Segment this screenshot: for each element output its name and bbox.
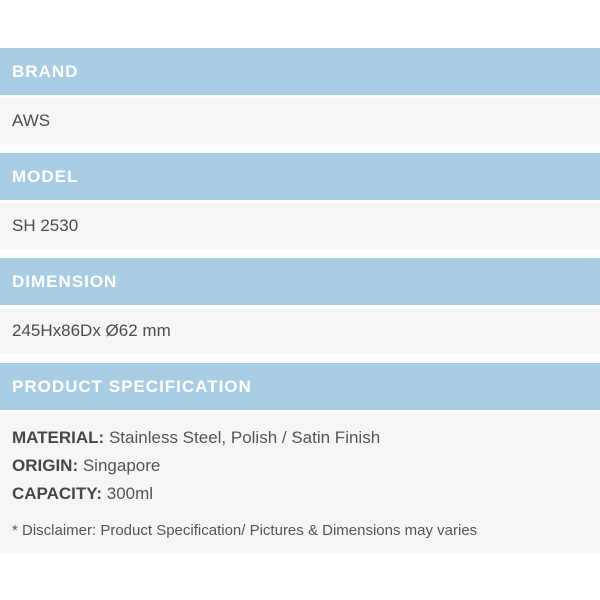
material-label: MATERIAL: <box>12 428 105 447</box>
capacity-label: CAPACITY: <box>12 484 103 503</box>
product-specification-section: PRODUCT SPECIFICATION MATERIAL: Stainles… <box>0 363 600 553</box>
material-value: Stainless Steel, Polish / Satin Finish <box>108 428 381 447</box>
model-value-row: SH 2530 <box>0 203 600 249</box>
product-specification-section-header: PRODUCT SPECIFICATION <box>0 363 600 410</box>
brand-value: AWS <box>12 111 51 130</box>
dimension-value: 245Hx86Dx Ø62 mm <box>12 321 171 340</box>
origin-label: ORIGIN: <box>12 456 79 475</box>
spec-row-material: MATERIAL: Stainless Steel, Polish / Sati… <box>12 424 588 452</box>
spec-row-origin: ORIGIN: Singapore <box>12 452 588 480</box>
brand-section: BRAND AWS <box>0 48 600 144</box>
capacity-value: 300ml <box>106 484 154 503</box>
spec-row-capacity: CAPACITY: 300ml <box>12 480 588 508</box>
brand-value-row: AWS <box>0 98 600 144</box>
model-header-label: MODEL <box>12 167 79 186</box>
dimension-value-row: 245Hx86Dx Ø62 mm <box>0 308 600 354</box>
dimension-section-header: DIMENSION <box>0 258 600 305</box>
model-section: MODEL SH 2530 <box>0 153 600 249</box>
brand-section-header: BRAND <box>0 48 600 95</box>
dimension-section: DIMENSION 245Hx86Dx Ø62 mm <box>0 258 600 354</box>
product-specification-body: MATERIAL: Stainless Steel, Polish / Sati… <box>0 413 600 553</box>
product-specification-header-label: PRODUCT SPECIFICATION <box>12 377 252 396</box>
model-value: SH 2530 <box>12 216 79 235</box>
brand-header-label: BRAND <box>12 62 79 81</box>
product-spec-page: BRAND AWS MODEL SH 2530 DIMENSION 245Hx8… <box>0 48 600 553</box>
origin-value: Singapore <box>82 456 161 475</box>
model-section-header: MODEL <box>0 153 600 200</box>
dimension-header-label: DIMENSION <box>12 272 118 291</box>
disclaimer-text: * Disclaimer: Product Specification/ Pic… <box>12 522 478 539</box>
